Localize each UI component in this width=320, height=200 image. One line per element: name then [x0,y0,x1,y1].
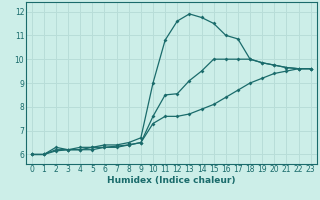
X-axis label: Humidex (Indice chaleur): Humidex (Indice chaleur) [107,176,236,185]
